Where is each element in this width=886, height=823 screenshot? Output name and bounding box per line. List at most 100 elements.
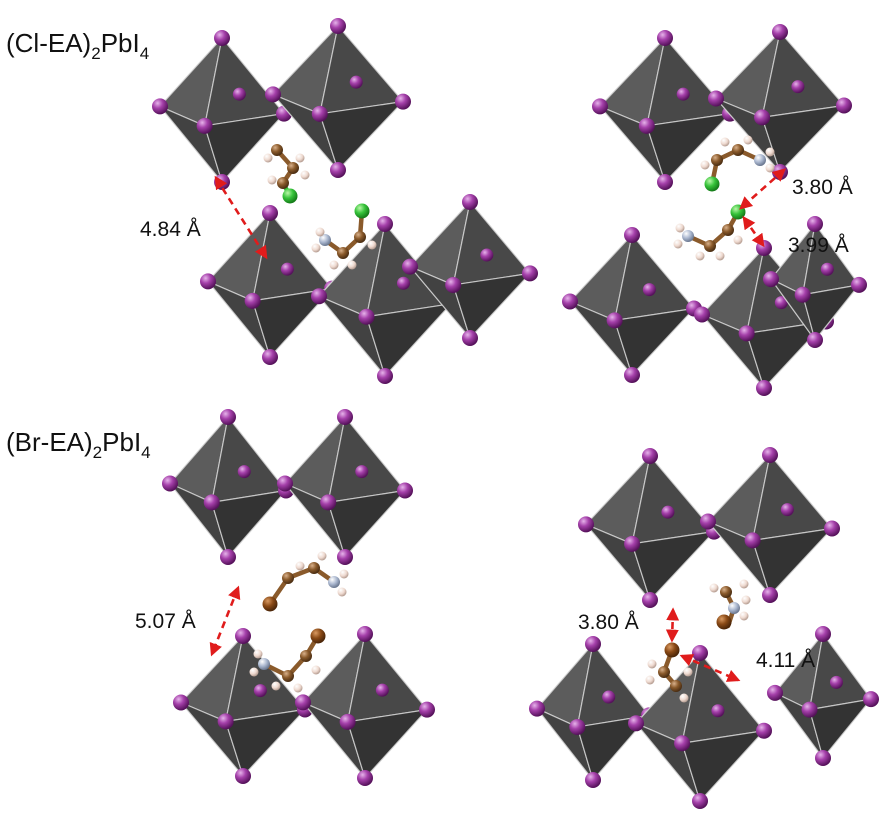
iodine-atom	[772, 24, 788, 40]
octahedron	[568, 233, 696, 377]
iodine-atom	[692, 793, 708, 809]
hydrogen-atom	[741, 595, 751, 605]
hydrogen-atom	[293, 683, 303, 693]
iodine-atom	[262, 205, 278, 221]
panel-title-cl-ea: (Cl-EA)2PbI4	[6, 28, 149, 63]
iodine-atom	[820, 262, 834, 276]
octahedron-face	[576, 714, 651, 782]
octahedron	[714, 30, 846, 174]
carbon-atom	[308, 562, 320, 574]
hydrogen-atom	[253, 649, 263, 659]
iodine-atom	[203, 494, 220, 511]
iodine-atom	[824, 520, 840, 537]
iodine-atom	[173, 694, 189, 711]
iodine-atom	[807, 216, 823, 232]
iodine-atom	[330, 162, 346, 178]
distance-arrow	[665, 607, 680, 643]
hydrogen-atom	[337, 587, 347, 597]
hydrogen-atom	[315, 227, 325, 237]
octahedron	[634, 651, 766, 803]
iodine-atom	[700, 513, 716, 530]
iodine-atom	[602, 690, 616, 704]
hydrogen-atom	[695, 251, 705, 261]
iodine-atom	[661, 505, 675, 519]
iodine-atom	[606, 312, 623, 329]
iodine-atom	[244, 292, 261, 309]
chlorine-atom	[704, 176, 720, 192]
chlorine-atom	[282, 188, 298, 204]
iodine-atom	[320, 494, 337, 511]
iodine-atom	[445, 276, 462, 293]
hydrogen-atom	[733, 235, 743, 245]
octahedron	[317, 222, 453, 378]
distance-label-br-right-right: 4.11 Å	[756, 649, 815, 672]
iodine-atom	[357, 770, 373, 786]
iodine-atom	[851, 276, 867, 293]
iodine-atom	[763, 271, 779, 288]
iodine-atom	[277, 475, 293, 492]
iodine-atom	[358, 308, 375, 325]
iodine-atom	[578, 516, 594, 533]
carbon-atom	[732, 144, 744, 156]
distance-arrow	[742, 215, 765, 248]
hydrogen-atom	[673, 239, 683, 249]
hydrogen-atom	[311, 243, 321, 253]
iodine-atom	[815, 750, 831, 766]
iodine-atom	[657, 30, 673, 46]
iodine-atom	[220, 549, 236, 565]
hydrogen-atom	[339, 569, 349, 579]
distance-arrow	[209, 585, 241, 657]
octahedron-face	[365, 302, 453, 378]
octahedron-face	[251, 287, 334, 359]
bromine-atom	[310, 628, 326, 644]
iodine-atom	[708, 90, 724, 107]
carbon-atom	[287, 162, 299, 174]
octahedron	[168, 414, 288, 560]
carbon-atom	[277, 177, 289, 189]
iodine-atom	[330, 18, 346, 34]
hydrogen-atom	[683, 667, 693, 677]
distance-arrow	[214, 175, 268, 260]
octahedron-face	[761, 104, 846, 174]
iodine-atom	[377, 368, 393, 384]
octahedron	[179, 634, 307, 778]
hydrogen-atom	[249, 667, 259, 677]
iodine-atom	[280, 262, 294, 276]
octahedron-face	[452, 272, 532, 340]
carbon-atom	[722, 224, 734, 236]
octahedron-face	[613, 307, 696, 377]
carbon-atom	[711, 154, 723, 166]
iodine-atom	[711, 704, 725, 718]
iodine-atom	[375, 683, 389, 697]
octahedron-face	[327, 489, 407, 559]
iodine-atom	[624, 367, 640, 383]
nitrogen-atom	[258, 658, 270, 670]
iodine-atom	[767, 684, 783, 701]
crystal-structures	[152, 18, 879, 809]
octahedron-face	[319, 100, 405, 172]
iodine-atom	[237, 465, 251, 479]
hydrogen-atom	[743, 135, 753, 145]
iodine-atom	[337, 409, 353, 425]
hydrogen-atom	[700, 160, 710, 170]
octahedron-face	[681, 729, 766, 803]
iodine-atom	[642, 448, 658, 464]
carbon-atom	[271, 144, 283, 156]
iodine-atom	[217, 713, 234, 730]
hydrogen-atom	[739, 611, 749, 621]
hydrogen-atom	[739, 579, 749, 589]
hydrogen-atom	[715, 251, 725, 261]
chlorine-atom	[354, 203, 370, 219]
distance-arrow	[679, 654, 741, 682]
octahedron	[773, 631, 873, 761]
carbon-atom	[670, 680, 682, 692]
iodine-atom	[762, 587, 778, 603]
iodine-atom	[339, 713, 356, 730]
iodine-atom	[480, 248, 494, 262]
iodine-atom	[754, 109, 771, 126]
iodine-atom	[462, 330, 478, 346]
iodine-atom	[262, 349, 278, 365]
iodine-atom	[337, 549, 353, 565]
bromine-atom	[262, 596, 278, 612]
iodine-atom	[624, 227, 640, 243]
